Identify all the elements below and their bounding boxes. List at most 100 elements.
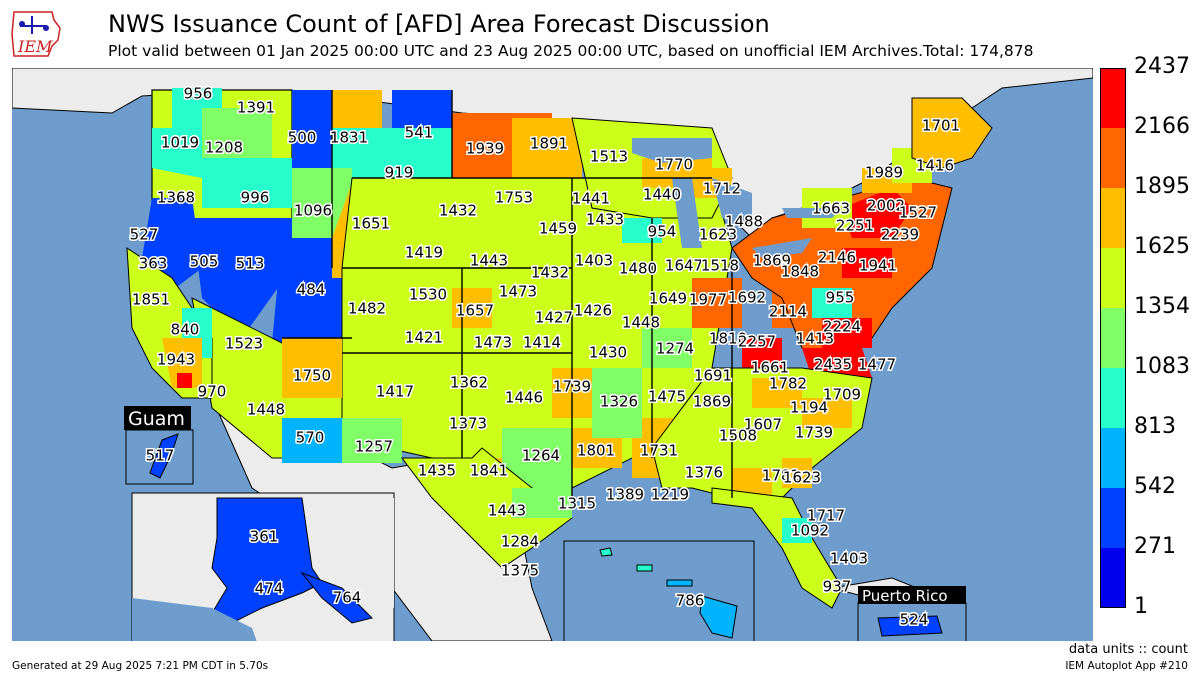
colorbar-bin <box>1100 128 1126 189</box>
wfo-count-label: 1443 <box>488 502 526 520</box>
generated-note: Generated at 29 Aug 2025 7:21 PM CDT in … <box>12 660 269 672</box>
wfo-count-label: 1274 <box>656 340 694 358</box>
wfo-count-label: 505 <box>190 253 219 271</box>
wfo-count-label: 1443 <box>470 252 508 270</box>
wfo-count-label: 1657 <box>456 302 494 320</box>
wfo-count-label: 1421 <box>405 329 443 347</box>
wfo-count-label: 1623 <box>699 226 737 244</box>
colorbar-tick-label: 1083 <box>1134 354 1190 379</box>
wfo-count-label: 500 <box>288 129 317 147</box>
wfo-count-label: 1661 <box>751 359 789 377</box>
colorbar-tick-label: 2437 <box>1134 54 1190 79</box>
wfo-count-label: 1701 <box>922 117 960 135</box>
colorbar <box>1100 68 1126 608</box>
wfo-count-label: 1513 <box>590 148 628 166</box>
colorbar-bin <box>1100 248 1126 309</box>
wfo-count-label: 1810 <box>709 330 747 348</box>
wfo-count-label: 1433 <box>586 211 624 229</box>
wfo-count-label: 1448 <box>247 401 285 419</box>
wfo-count-label: 1326 <box>600 393 638 411</box>
wfo-count-label: 970 <box>198 383 227 401</box>
colorbar-bin <box>1100 68 1126 129</box>
wfo-count-label: 1649 <box>649 290 687 308</box>
colorbar-bin <box>1100 488 1126 549</box>
wfo-count-label: 1419 <box>405 244 443 262</box>
us-map: Guam Puerto Rico 956 1391 500 1831 541 1939 18… <box>12 68 1093 641</box>
wfo-count-label: 996 <box>241 189 270 207</box>
wfo-count-label: 786 <box>676 592 705 610</box>
wfo-count-label: 1096 <box>294 202 332 220</box>
wfo-count-label: 1939 <box>466 140 504 158</box>
colorbar-tick-label: 2166 <box>1134 114 1190 139</box>
wfo-count-label: 517 <box>146 447 175 465</box>
wfo-label-layer: 956 1391 500 1831 541 1939 1891 1513 1770 1701 101… <box>128 83 961 630</box>
wfo-count-label: 1739 <box>553 378 591 396</box>
wfo-count-label: 363 <box>139 255 168 273</box>
colorbar-tick-label: 1625 <box>1134 234 1190 259</box>
svg-text:IEM: IEM <box>17 37 53 56</box>
wfo-count-label: 1480 <box>619 260 657 278</box>
wfo-count-label: 1508 <box>719 427 757 445</box>
wfo-count-label: 1459 <box>539 220 577 238</box>
colorbar-bin <box>1100 188 1126 249</box>
wfo-count-label: 1530 <box>409 286 447 304</box>
wfo-count-label: 1019 <box>161 134 199 152</box>
wfo-count-label: 2239 <box>881 226 919 244</box>
colorbar-tick-label: 813 <box>1134 414 1176 439</box>
wfo-count-label: 1403 <box>830 550 868 568</box>
wfo-count-label: 527 <box>130 226 159 244</box>
wfo-count-label: 1264 <box>522 447 560 465</box>
wfo-count-label: 1391 <box>237 99 275 117</box>
wfo-count-label: 1647 <box>665 257 703 275</box>
wfo-count-label: 1092 <box>791 522 829 540</box>
wfo-count-label: 1731 <box>640 442 678 460</box>
wfo-count-label: 1663 <box>812 200 850 218</box>
guam-title: Guam <box>128 408 185 430</box>
wfo-count-label: 1891 <box>530 135 568 153</box>
wfo-count-label: 1739 <box>795 424 833 442</box>
colorbar-bin <box>1100 548 1126 608</box>
app-note: IEM Autoplot App #210 <box>1065 660 1188 672</box>
wfo-count-label: 1841 <box>470 462 508 480</box>
wfo-count-label: 484 <box>297 281 326 299</box>
wfo-count-label: 513 <box>236 255 265 273</box>
data-units: data units :: count <box>1068 642 1188 657</box>
wfo-count-label: 1435 <box>418 462 456 480</box>
wfo-count-label: 2146 <box>818 249 856 267</box>
wfo-count-label: 1831 <box>330 129 368 147</box>
wfo-count-label: 954 <box>648 223 677 241</box>
wfo-count-label: 1691 <box>694 367 732 385</box>
wfo-count-label: 1219 <box>651 486 689 504</box>
wfo-count-label: 1692 <box>728 289 766 307</box>
wfo-count-label: 1527 <box>899 204 937 222</box>
wfo-count-label: 1441 <box>572 190 610 208</box>
wfo-count-label: 1362 <box>450 374 488 392</box>
wfo-count-label: 1753 <box>495 189 533 207</box>
wfo-count-label: 1851 <box>132 291 170 309</box>
wfo-count-label: 1941 <box>859 257 897 275</box>
colorbar-bin <box>1100 428 1126 489</box>
wfo-count-label: 541 <box>405 124 434 142</box>
wfo-count-label: 361 <box>250 528 279 546</box>
colorbar-tick-label: 271 <box>1134 534 1176 559</box>
wfo-count-label: 2002 <box>867 197 905 215</box>
wfo-count-label: 2224 <box>823 318 861 336</box>
wfo-count-label: 1389 <box>606 486 644 504</box>
colorbar-bin <box>1100 368 1126 429</box>
wfo-count-label: 1208 <box>205 139 243 157</box>
wfo-count-label: 1440 <box>643 186 681 204</box>
wfo-count-label: 1523 <box>225 335 263 353</box>
wfo-count-label: 570 <box>296 429 325 447</box>
wfo-count-label: 1427 <box>535 309 573 327</box>
wfo-count-label: 1869 <box>753 252 791 270</box>
wfo-count-label: 1607 <box>744 416 782 434</box>
wfo-count-label: 1989 <box>865 164 903 182</box>
wfo-count-label: 1368 <box>157 189 195 207</box>
wfo-count-label: 1448 <box>622 314 660 332</box>
wfo-count-label: 1403 <box>575 252 613 270</box>
wfo-count-label: 1376 <box>685 464 723 482</box>
puerto-rico-title: Puerto Rico <box>862 587 948 605</box>
wfo-count-label: 1869 <box>693 393 731 411</box>
wfo-count-label: 1373 <box>449 415 487 433</box>
wfo-count-label: 1194 <box>790 399 828 417</box>
